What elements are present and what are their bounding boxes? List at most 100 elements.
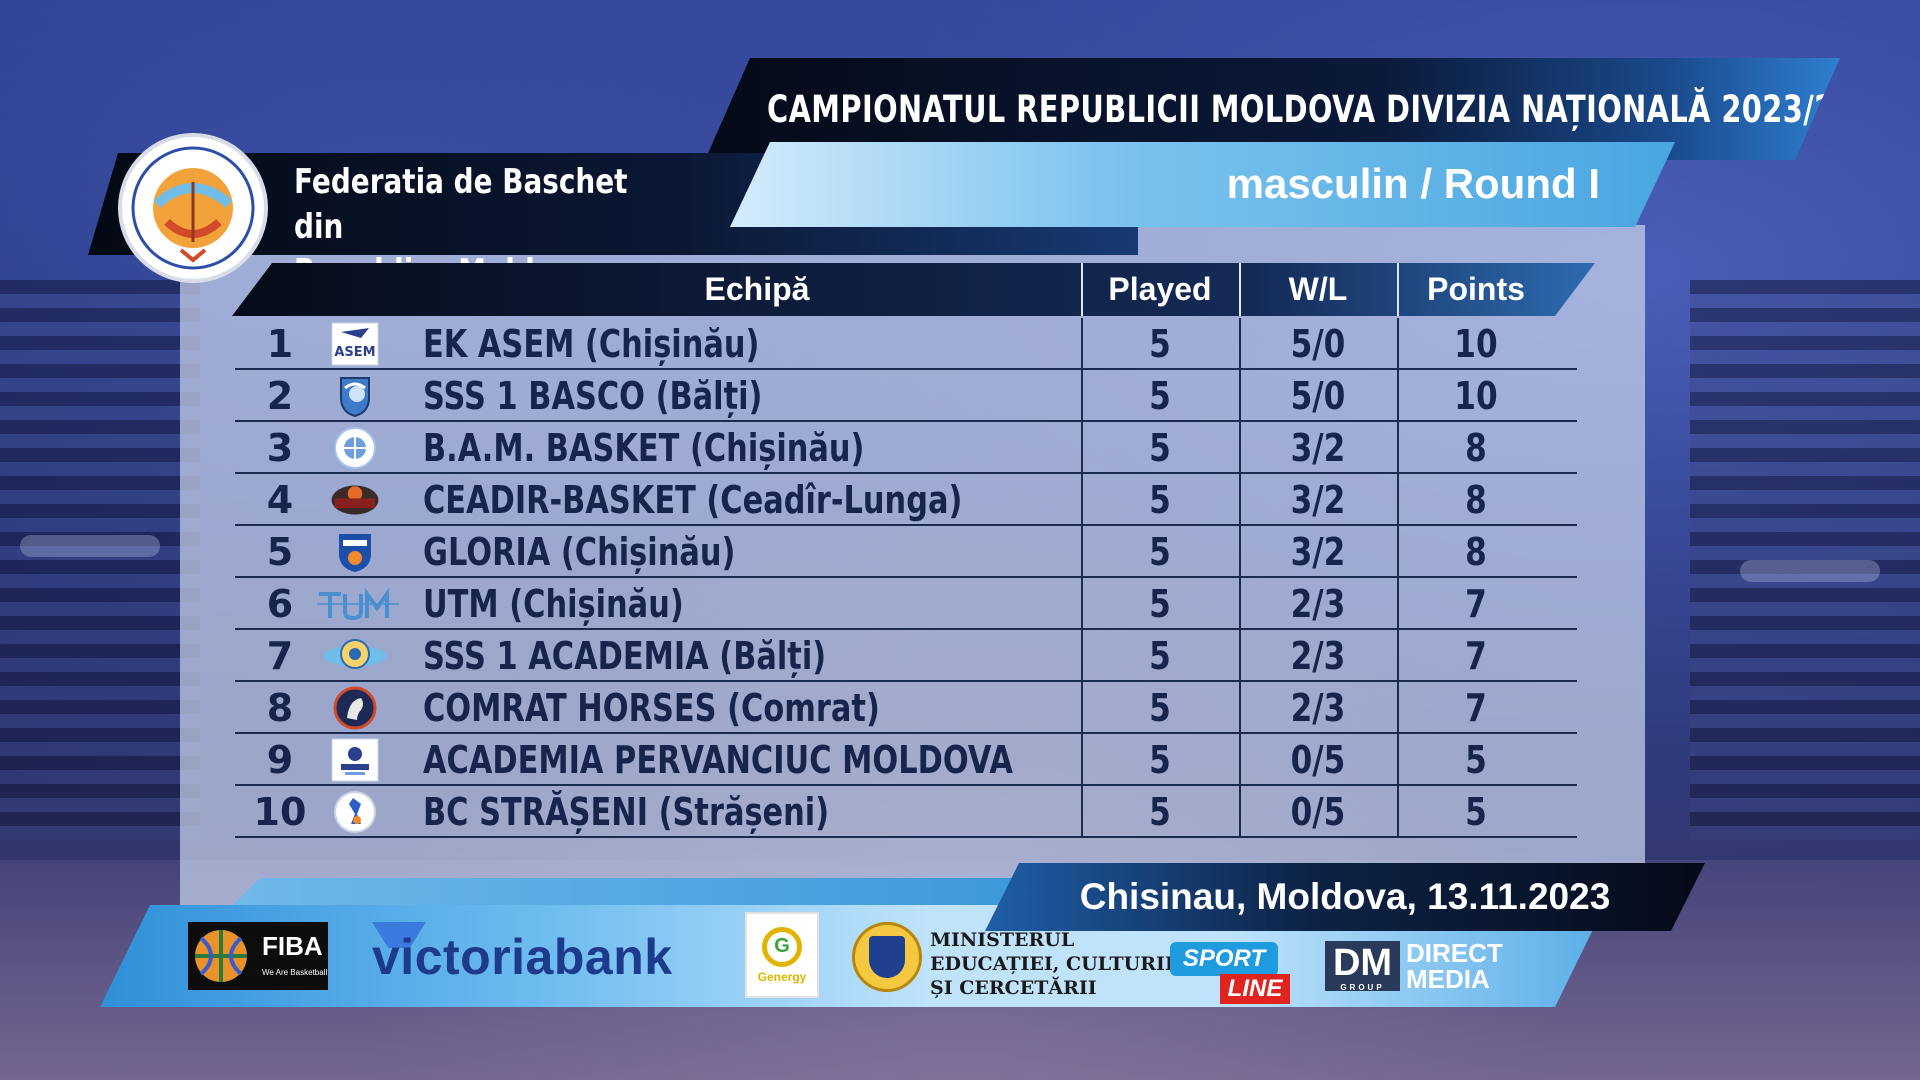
team-name: SSS 1 BASCO (Bălți) [423, 374, 763, 418]
ministry-name-line3: ȘI CERCETĂRII [930, 977, 1097, 999]
subtitle-bar: masculin / Round I [730, 142, 1675, 227]
team-wl: 2/3 [1290, 582, 1346, 626]
column-divider [1081, 630, 1083, 682]
team-rank: 6 [266, 582, 294, 626]
dm-text: DM [1332, 942, 1393, 984]
table-row: 2 SSS 1 BASCO (Bălți) 5 5/0 10 [235, 370, 1577, 422]
table-header: Echipă Played W/L Points [232, 263, 1595, 316]
team-points: 7 [1465, 686, 1487, 730]
dm-group-box: DM GROUP [1325, 941, 1400, 992]
round-subtitle: masculin / Round I [1226, 160, 1600, 207]
asem-logo-icon: ASEM [330, 321, 380, 367]
column-divider [1081, 370, 1083, 422]
location-bar: Chisinau, Moldova, 13.11.2023 [985, 863, 1705, 931]
genergy-bulb-icon: G [762, 926, 802, 967]
genergy-text: Genergy [757, 969, 807, 984]
ministry-name-line2: EDUCAȚIEI, CULTURII [930, 953, 1174, 975]
fiba-ball-icon [188, 922, 254, 990]
table-row: 6 UTM (Chișinău) 5 2/3 7 [235, 578, 1577, 630]
column-divider [1081, 422, 1083, 474]
team-rank: 8 [266, 686, 294, 730]
basco-logo-icon [330, 373, 380, 419]
genergy-logo: G Genergy [745, 912, 819, 998]
team-name: COMRAT HORSES (Comrat) [423, 686, 880, 730]
ministry-name-line1: MINISTERUL [930, 929, 1075, 951]
dm-group-text: GROUP [1340, 983, 1385, 992]
column-divider [1239, 734, 1241, 786]
ministry-name: MINISTERUL EDUCAȚIEI, CULTURII ȘI CERCET… [930, 928, 1174, 1000]
column-divider [1397, 474, 1399, 526]
team-name: BC STRĂȘENI (Strășeni) [423, 790, 830, 834]
team-name: UTM (Chișinău) [423, 582, 684, 626]
team-played: 5 [1149, 322, 1171, 366]
column-divider [1239, 422, 1241, 474]
utm-logo-icon [315, 581, 401, 627]
team-played: 5 [1149, 530, 1171, 574]
column-divider [1239, 578, 1241, 630]
header-divider [1081, 263, 1083, 316]
team-played: 5 [1149, 478, 1171, 522]
team-points: 5 [1465, 738, 1487, 782]
sportline-logo: SPORT LINE [1170, 942, 1290, 1008]
table-row: 5 GLORIA (Chișinău) 5 3/2 8 [235, 526, 1577, 578]
straseni-logo-icon [330, 789, 380, 835]
team-name: EK ASEM (Chișinău) [423, 322, 760, 366]
media-text: MEDIA [1406, 964, 1490, 994]
pervanciuc-logo-icon [330, 737, 380, 783]
arena-stands-left [0, 280, 200, 840]
team-rank: 9 [266, 738, 294, 782]
team-points: 8 [1465, 530, 1487, 574]
column-divider [1081, 526, 1083, 578]
column-divider [1239, 786, 1241, 838]
table-row: 10 BC STRĂȘENI (Strășeni) 5 0/5 5 [235, 786, 1577, 838]
team-wl: 0/5 [1290, 790, 1346, 834]
bam-logo-icon [330, 425, 380, 471]
column-divider [1397, 578, 1399, 630]
team-wl: 3/2 [1290, 426, 1346, 470]
column-divider [1397, 422, 1399, 474]
team-name: ACADEMIA PERVANCIUC MOLDOVA [423, 738, 1013, 782]
column-divider [1081, 682, 1083, 734]
team-wl: 2/3 [1290, 686, 1346, 730]
team-played: 5 [1149, 374, 1171, 418]
column-divider [1239, 630, 1241, 682]
sportline-bottom-text: LINE [1220, 974, 1290, 1004]
column-divider [1081, 474, 1083, 526]
team-wl: 3/2 [1290, 530, 1346, 574]
ceadir-logo-icon [330, 477, 380, 523]
table-row: 9 ACADEMIA PERVANCIUC MOLDOVA 5 0/5 5 [235, 734, 1577, 786]
federation-logo-icon [118, 133, 268, 283]
column-divider [1397, 734, 1399, 786]
header-divider [1239, 263, 1241, 316]
federation-name-line1: Federatia de Baschet din [294, 162, 628, 247]
column-divider [1239, 370, 1241, 422]
direct-media-logo: DM GROUP DIRECT MEDIA [1325, 940, 1503, 992]
column-divider [1081, 578, 1083, 630]
column-divider [1397, 370, 1399, 422]
column-divider [1239, 474, 1241, 526]
arena-banner-left [20, 535, 160, 557]
team-wl: 5/0 [1290, 374, 1346, 418]
team-name: SSS 1 ACADEMIA (Bălți) [423, 634, 827, 678]
header-divider [1397, 263, 1399, 316]
team-rank: 7 [266, 634, 294, 678]
team-wl: 0/5 [1290, 738, 1346, 782]
table-row: 1 ASEM EK ASEM (Chișinău) 5 5/0 10 [235, 318, 1577, 370]
column-divider [1397, 526, 1399, 578]
column-divider [1081, 786, 1083, 838]
team-wl: 2/3 [1290, 634, 1346, 678]
column-header-played: Played [1108, 271, 1212, 307]
location-accent-bar [232, 878, 1052, 906]
victoriabank-logo: victoriabank [372, 929, 673, 985]
table-row: 8 COMRAT HORSES (Comrat) 5 2/3 7 [235, 682, 1577, 734]
gloria-logo-icon [330, 529, 380, 575]
table-row: 7 SSS 1 ACADEMIA (Bălți) 5 2/3 7 [235, 630, 1577, 682]
team-rank: 2 [266, 374, 294, 418]
team-points: 8 [1465, 426, 1487, 470]
column-divider [1081, 734, 1083, 786]
team-points: 10 [1454, 374, 1498, 418]
team-name: CEADIR-BASKET (Ceadîr-Lunga) [423, 478, 963, 522]
team-points: 5 [1465, 790, 1487, 834]
team-rank: 3 [266, 426, 294, 470]
team-rank: 1 [266, 322, 294, 366]
